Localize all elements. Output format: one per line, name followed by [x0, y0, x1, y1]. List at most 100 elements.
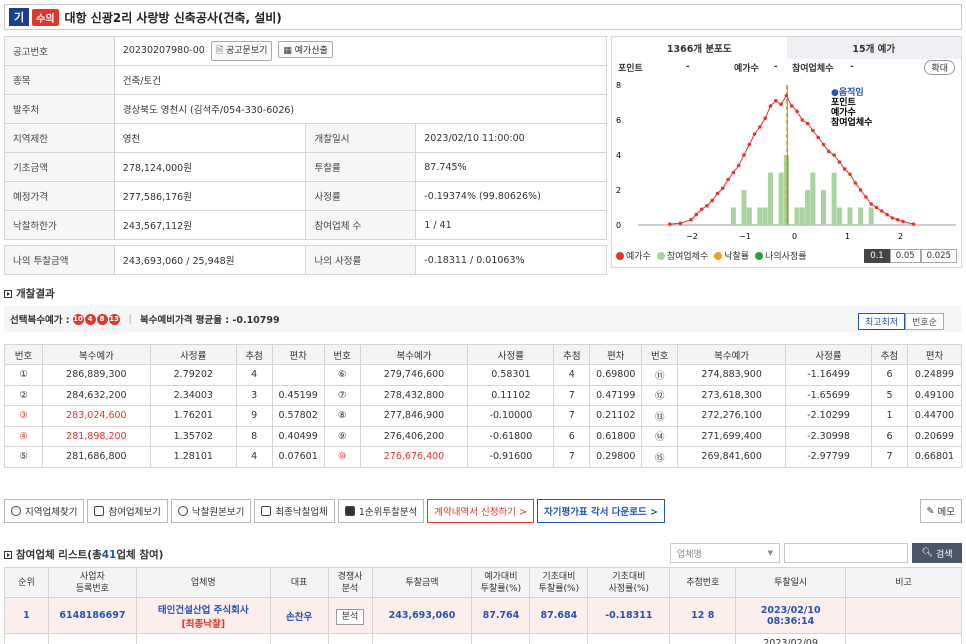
- step-0-1-button[interactable]: 0.1: [864, 249, 890, 263]
- step-0-025-button[interactable]: 0.025: [920, 249, 957, 263]
- sort-high-low-button[interactable]: 최고최저: [858, 313, 906, 330]
- participants-button[interactable]: 참여업체보기: [87, 499, 168, 523]
- badge-su: 수의: [32, 8, 59, 26]
- count-value: 1 / 41: [415, 210, 607, 240]
- bid-col-header: 편차: [589, 344, 643, 365]
- assess-vs-base: -0.18311: [587, 597, 671, 634]
- bid-rate: -2.10299: [785, 405, 872, 427]
- participant-row[interactable]: 2023/02/09: [4, 633, 962, 644]
- legend-yega[interactable]: 예가수: [616, 249, 651, 262]
- sel-num-4: 13: [108, 313, 120, 325]
- participant-cell: 2023/02/09: [735, 633, 847, 644]
- company-field-select[interactable]: 업체명 ▼: [670, 543, 780, 563]
- bid-num: ⑥: [323, 364, 361, 386]
- company-name-cell[interactable]: 태인건설산업 주식회사 [최종낙찰]: [135, 597, 271, 634]
- distribution-chart[interactable]: 0 2 4 6 8 −2 −1 0 1 2 ●움직임 포인트 예가수 참여업체수: [612, 77, 961, 249]
- participant-cell: [587, 633, 671, 644]
- participants-table: 순위 사업자 등록번호 업체명 대표 경쟁사 분석 투찰금액 예가대비 투찰률(%) 기초대비…: [4, 567, 962, 644]
- bid-dev: 0.45199: [271, 384, 325, 406]
- bid-dev: 0.07601: [271, 446, 325, 468]
- bid-rate: 2.34003: [149, 384, 237, 406]
- region-companies-button[interactable]: 지역업체찾기: [4, 499, 85, 523]
- bid-draw: 9: [235, 405, 273, 427]
- bid-table-row: ① 286,889,300 2.79202 4 ⑥ 279,746,600 0.58301 4…: [4, 364, 963, 386]
- bid-rate: -0.91600: [467, 446, 555, 468]
- yega-point: [869, 202, 873, 206]
- yega-point: [736, 163, 741, 168]
- results-section-title: 개찰결과: [4, 286, 55, 301]
- legend-count[interactable]: 참여업체수: [656, 249, 708, 262]
- participant-col-header: 투찰금액: [371, 567, 473, 598]
- x-tick-label: 1: [845, 232, 850, 241]
- participant-col-header: 업체명: [135, 567, 271, 598]
- bid-dev: 0.29800: [589, 446, 643, 468]
- participant-cell: [529, 633, 589, 644]
- count-bar: [847, 207, 853, 225]
- bid-rate: 1.28101: [149, 446, 237, 468]
- y-tick-label: 8: [616, 81, 621, 90]
- label-region: 지역제한: [4, 123, 115, 153]
- view-notice-button[interactable]: 🗎 공고문보기: [210, 41, 273, 61]
- y-tick-label: 4: [616, 151, 621, 160]
- col-yega: 예가수: [734, 63, 759, 74]
- zoom-button[interactable]: 확대: [924, 59, 955, 75]
- bid-col-header: 추첨: [871, 344, 908, 365]
- bid-draw: 8: [235, 425, 273, 447]
- bid-price: 278,432,800: [359, 384, 469, 406]
- count-bar: [741, 190, 747, 225]
- participant-col-header: 대표: [269, 567, 329, 598]
- selection-bar: 선택복수예가 : 10 4 8 13 | 복수예비가격 평균율 : -0.107…: [4, 306, 962, 332]
- bid-dev: 0.49100: [906, 384, 963, 406]
- note: [845, 597, 962, 634]
- tab-distribution[interactable]: 1366개 분포도: [612, 37, 787, 59]
- client-value: 경상북도 영천시 (김석주/054-330-6026): [113, 94, 608, 124]
- search-input[interactable]: [784, 543, 908, 563]
- bid-datetime: 2023/02/10 08:36:14: [735, 597, 847, 634]
- sort-number-button[interactable]: 번호순: [905, 313, 944, 330]
- participants-table-header: 순위 사업자 등록번호 업체명 대표 경쟁사 분석 투찰금액 예가대비 투찰률(%) 기초대비…: [4, 567, 962, 598]
- bid-num: ③: [4, 405, 43, 427]
- memo-button[interactable]: ✎ 메모: [919, 499, 962, 523]
- bid-dev: 0.40499: [271, 425, 325, 447]
- calc-price-button[interactable]: ▦ 예가산출: [278, 41, 333, 58]
- search-button-label: 검색: [935, 549, 953, 560]
- search-button[interactable]: 🔍︎ 검색: [912, 543, 962, 563]
- yega-point: [816, 135, 820, 140]
- bid-rate: -0.10000: [467, 405, 555, 427]
- list-icon: [94, 506, 105, 516]
- count-bar: [762, 207, 768, 225]
- chart-panel: 1366개 분포도 15개 예가 포인트 - 예가수 - 참여업체수 - 확대 …: [611, 36, 962, 268]
- winner-original-button[interactable]: 낙찰원본보기: [170, 499, 252, 523]
- participant-cell: [135, 633, 271, 644]
- count-bar: [810, 172, 816, 225]
- notice-no-cell: 20230207980-00 🗎 공고문보기 ▦ 예가산출: [113, 36, 608, 66]
- yega-point: [699, 207, 704, 212]
- count-bar: [730, 207, 736, 225]
- region-companies-label: 지역업체찾기: [25, 507, 78, 518]
- col-yega-val: -: [774, 62, 778, 72]
- yega-point: [911, 222, 916, 226]
- participant-cell: [471, 633, 531, 644]
- yega-point: [763, 116, 767, 121]
- participant-row[interactable]: 1 6148186697 태인건설산업 주식회사 [최종낙찰] 손찬우 분석 243,693…: [4, 597, 962, 634]
- count-bar: [836, 207, 842, 225]
- download-self-eval-button[interactable]: 자기평가표 각서 다운로드 >: [536, 499, 665, 523]
- legend-mine[interactable]: 나의사정률: [755, 249, 807, 262]
- bid-col-header: 번호: [323, 344, 361, 365]
- count-bar: [746, 207, 752, 225]
- analyze-button[interactable]: 분석: [335, 609, 365, 625]
- bid-price: 276,406,200: [359, 425, 469, 447]
- bid-results-table: 번호 복수예가 사정률 추첨 편차 번호 복수예가 사정률 추첨 편차 번호 복수예가 사정률 추첨 편차 …: [4, 344, 963, 468]
- tab-prices[interactable]: 15개 예가: [786, 37, 961, 59]
- legend-win[interactable]: 낙찰률: [714, 249, 749, 262]
- sel-label: 선택복수예가 :: [10, 315, 70, 326]
- final-winner-button[interactable]: 최종낙찰업체: [254, 499, 335, 523]
- first-rank-analysis-button[interactable]: 1순위투찰분석: [337, 499, 425, 523]
- step-0-05-button[interactable]: 0.05: [889, 249, 921, 263]
- company-name[interactable]: 태인건설산업 주식회사: [157, 604, 249, 616]
- apply-contract-button[interactable]: 계약내역서 신청하기 >: [427, 499, 534, 523]
- analyze-cell: 분석: [327, 597, 373, 634]
- bid-num: ⑪: [641, 364, 679, 386]
- rate-vs-base: 87.684: [529, 597, 589, 634]
- bid-price: 279,746,600: [359, 364, 469, 386]
